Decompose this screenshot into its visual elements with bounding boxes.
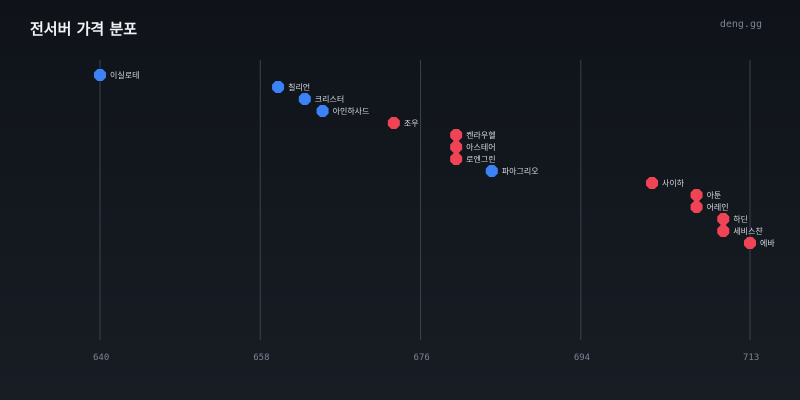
chart-title: 전서버 가격 분포 [30,20,138,38]
point-label: 에바 [760,238,775,248]
point-label: 아툰 [707,190,722,200]
point-marker [717,212,730,226]
data-point: 하딘 [717,212,748,226]
point-marker [298,92,311,106]
point-layer: 이실로테칠리언크리스터아인하사드조우켄라우헬아스테어로엔그린파아그리오사이하아툰… [93,68,775,250]
point-label: 크리스터 [315,95,344,104]
point-label: 어레인 [707,202,729,212]
point-label: 칠리언 [288,82,310,92]
data-point: 사이하 [646,176,685,190]
point-marker [272,80,285,94]
data-point: 세비스챤 [717,224,763,238]
point-marker [93,68,107,82]
point-label: 이실로테 [110,70,139,80]
point-marker [316,104,329,118]
data-point: 크리스터 [298,92,344,106]
point-label: 하딘 [733,214,748,224]
x-tick-label: 694 [574,353,590,363]
data-point: 켄라우헬 [450,128,496,142]
grid-layer [99,60,751,340]
tick-layer: 640 658 676 694 713 [93,353,759,363]
data-point: 아스테어 [450,140,496,154]
point-label: 조우 [404,119,419,128]
x-tick-label: 658 [253,353,269,363]
point-label: 사이하 [662,178,685,188]
data-point: 이실로테 [93,68,139,82]
data-point: 칠리언 [272,80,310,94]
point-marker [690,188,703,202]
point-label: 아인하사드 [333,106,370,116]
data-point: 어레인 [690,200,729,214]
point-marker [690,200,703,214]
data-point: 아툰 [690,188,722,202]
x-tick-label: 676 [414,353,430,363]
point-marker [450,128,463,142]
data-point: 조우 [387,116,419,130]
brand-label: deng.gg [719,19,762,30]
point-label: 로엔그린 [466,154,495,164]
point-label: 켄라우헬 [466,130,495,140]
data-point: 파아그리오 [485,164,539,178]
point-marker [450,152,463,166]
x-tick-label: 713 [743,353,759,363]
point-marker [450,140,463,154]
point-label: 파아그리오 [502,166,539,176]
point-marker [387,116,400,130]
data-point: 아인하사드 [316,104,370,118]
point-marker [646,176,659,190]
point-label: 세비스챤 [733,226,763,236]
point-marker [485,164,498,178]
data-point: 로엔그린 [450,152,496,166]
point-marker [717,224,730,238]
data-point: 에바 [743,236,775,250]
point-label: 아스테어 [466,142,495,152]
x-tick-label: 640 [93,353,109,363]
point-marker [743,236,757,250]
